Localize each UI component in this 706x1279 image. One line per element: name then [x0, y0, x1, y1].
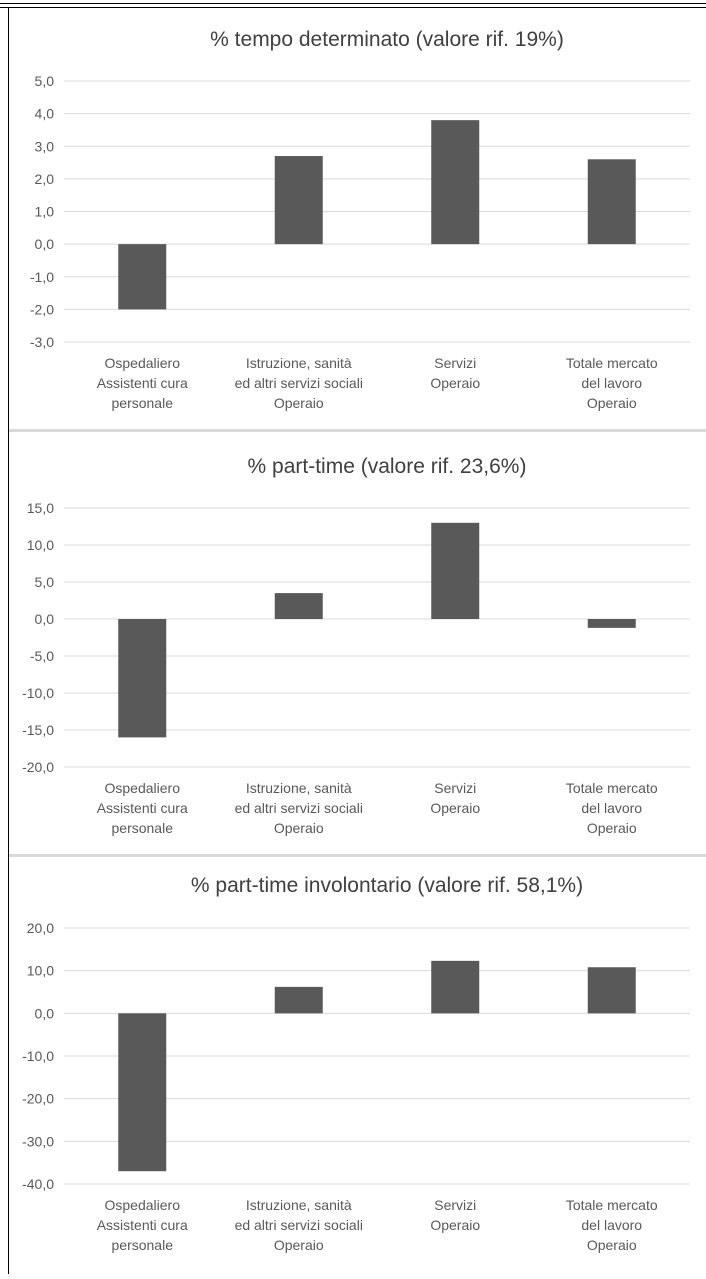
x-category-label: Operaio [587, 1237, 637, 1253]
x-category-label: personale [112, 820, 174, 836]
y-tick-label: -10,0 [22, 685, 54, 701]
y-tick-label: 4,0 [35, 106, 55, 122]
chart-tempo-determinato: % tempo determinato (valore rif. 19%) 5,0… [30, 28, 690, 411]
x-category-label: Totale mercato [566, 780, 658, 796]
top-border-line [0, 3, 706, 4]
y-tick-label: 0,0 [35, 1005, 55, 1021]
panel-separator [9, 429, 706, 432]
x-category-label: Operaio [430, 1217, 480, 1233]
panel-separator [9, 854, 706, 857]
top-border-line-inner [0, 7, 706, 8]
bar [274, 156, 323, 245]
bar [587, 967, 636, 1014]
x-category-label: Operaio [274, 395, 324, 411]
y-tick-label: -1,0 [30, 269, 54, 285]
x-category-label: Operaio [274, 820, 324, 836]
x-category-label: Operaio [430, 375, 480, 391]
x-category-label: del lavoro [581, 1217, 642, 1233]
bar [118, 244, 167, 310]
x-category-label: ed altri servizi sociali [235, 1217, 363, 1233]
chart-panel-part-time-involontario: % part-time involontario (valore rif. 58… [9, 858, 706, 1274]
chart-part-time: % part-time (valore rif. 23,6%) 15,0 10,0 5… [22, 455, 690, 836]
bar [118, 1013, 167, 1172]
y-tick-label: 10,0 [27, 963, 54, 979]
bar [431, 522, 480, 619]
x-category-label: Operaio [587, 395, 637, 411]
x-category-label: ed altri servizi sociali [235, 800, 363, 816]
y-tick-label: -15,0 [22, 722, 54, 738]
left-border-line [8, 8, 9, 1274]
bar [274, 986, 323, 1014]
bar [431, 960, 480, 1014]
y-tick-label: 2,0 [35, 171, 55, 187]
x-category-label: Operaio [587, 820, 637, 836]
y-tick-label: 15,0 [27, 500, 54, 516]
x-category-label: Istruzione, sanità [246, 780, 352, 796]
bar [431, 120, 480, 245]
x-category-label: Servizi [434, 355, 476, 371]
x-category-label: Assistenti cura [97, 800, 188, 816]
x-category-label: Operaio [430, 800, 480, 816]
bar [587, 159, 636, 245]
x-category-label: Totale mercato [566, 1197, 658, 1213]
x-category-label: Ospedaliero [105, 780, 181, 796]
bar [118, 619, 167, 738]
chart-title: % tempo determinato (valore rif. 19%) [210, 28, 564, 51]
x-category-label: Ospedaliero [105, 355, 181, 371]
bar [274, 593, 323, 619]
x-category-label: Assistenti cura [97, 375, 188, 391]
y-tick-label: 0,0 [35, 236, 55, 252]
bar [587, 619, 636, 628]
y-tick-label: -2,0 [30, 301, 54, 317]
chart-title: % part-time involontario (valore rif. 58… [191, 874, 583, 897]
chart-panel-part-time: % part-time (valore rif. 23,6%) 15,0 10,0 5… [9, 433, 706, 853]
y-tick-label: -20,0 [22, 759, 54, 775]
y-tick-label: 20,0 [27, 920, 54, 936]
y-tick-label: -10,0 [22, 1048, 54, 1064]
y-tick-label: -30,0 [22, 1133, 54, 1149]
y-tick-label: -5,0 [30, 648, 54, 664]
x-category-label: ed altri servizi sociali [235, 375, 363, 391]
x-category-label: Servizi [434, 780, 476, 796]
x-category-label: Istruzione, sanità [246, 355, 352, 371]
chart-title: % part-time (valore rif. 23,6%) [248, 455, 527, 478]
chart-panel-tempo-determinato: % tempo determinato (valore rif. 19%) 5,0… [9, 10, 706, 428]
y-tick-label: 0,0 [35, 611, 55, 627]
x-category-label: del lavoro [581, 375, 642, 391]
y-tick-label: 1,0 [35, 204, 55, 220]
y-tick-label: 10,0 [27, 537, 54, 553]
y-tick-label: 3,0 [35, 138, 55, 154]
x-category-label: Servizi [434, 1197, 476, 1213]
x-category-label: personale [112, 395, 174, 411]
y-tick-label: -40,0 [22, 1176, 54, 1192]
chart-part-time-involontario: % part-time involontario (valore rif. 58… [22, 874, 690, 1253]
y-tick-label: -3,0 [30, 334, 54, 350]
x-category-label: personale [112, 1237, 174, 1253]
y-tick-label: 5,0 [35, 574, 55, 590]
x-category-label: Assistenti cura [97, 1217, 188, 1233]
x-category-label: del lavoro [581, 800, 642, 816]
x-category-label: Ospedaliero [105, 1197, 181, 1213]
x-category-label: Operaio [274, 1237, 324, 1253]
y-tick-label: 5,0 [35, 73, 55, 89]
x-category-label: Totale mercato [566, 355, 658, 371]
y-tick-label: -20,0 [22, 1091, 54, 1107]
x-category-label: Istruzione, sanità [246, 1197, 352, 1213]
